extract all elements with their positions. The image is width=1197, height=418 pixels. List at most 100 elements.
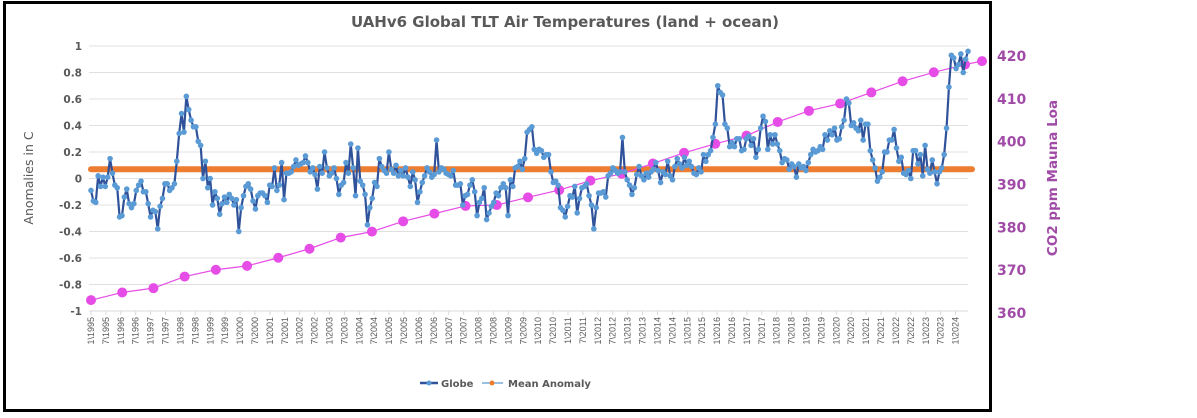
y2-tick-label: 360 xyxy=(997,306,1026,322)
globe-point xyxy=(495,192,502,199)
x-tick-label: 7\2017 xyxy=(757,317,767,345)
x-tick-label: 7\2011 xyxy=(578,317,588,344)
globe-point xyxy=(950,55,957,61)
globe-point xyxy=(152,208,159,215)
y-tick-label: -0.8 xyxy=(59,280,82,292)
globe-point xyxy=(850,120,857,126)
globe-point xyxy=(324,165,330,171)
globe-point xyxy=(688,163,695,170)
globe-point xyxy=(529,124,535,130)
globe-point xyxy=(412,177,418,183)
globe-point xyxy=(407,183,414,190)
series-co2 xyxy=(86,56,987,306)
globe-point xyxy=(405,174,411,180)
legend-item-mean-anomaly[interactable]: Mean Anomaly xyxy=(482,379,591,390)
globe-point xyxy=(560,207,566,214)
globe-point xyxy=(891,126,897,133)
globe-point xyxy=(486,210,492,216)
globe-point xyxy=(772,131,778,138)
globe-point xyxy=(321,149,328,155)
globe-point xyxy=(519,166,526,173)
globe-point xyxy=(340,179,347,186)
globe-point xyxy=(274,187,280,194)
y-tick-label: 0.8 xyxy=(63,68,82,80)
globe-point xyxy=(471,188,478,195)
y-tick-label: 0.4 xyxy=(63,121,82,133)
globe-point xyxy=(879,169,886,175)
x-tick-label: 7\2016 xyxy=(727,317,737,345)
globe-point xyxy=(710,134,716,141)
globe-point xyxy=(238,204,244,211)
globe-point xyxy=(583,181,590,187)
globe-point xyxy=(686,158,692,165)
legend-item-globe[interactable]: Globe xyxy=(420,379,474,390)
globe-point xyxy=(300,159,306,166)
globe-point xyxy=(919,173,926,179)
globe-point xyxy=(922,142,928,149)
globe-point xyxy=(803,167,809,174)
globe-point xyxy=(774,141,781,147)
globe-point xyxy=(693,171,700,178)
globe-point xyxy=(281,196,287,203)
globe-point xyxy=(898,154,905,161)
globe-point xyxy=(502,184,509,191)
globe-point xyxy=(745,133,752,139)
y-tick-label: -0.2 xyxy=(59,200,82,212)
globe-point xyxy=(510,183,516,190)
globe-point xyxy=(714,82,721,89)
globe-point xyxy=(626,182,633,188)
globe-point xyxy=(555,182,561,188)
globe-point xyxy=(359,182,366,188)
globe-point xyxy=(376,155,383,162)
globe-point xyxy=(908,175,914,182)
globe-point xyxy=(312,171,318,178)
globe-point xyxy=(636,163,642,170)
globe-point xyxy=(958,51,964,57)
globe-point xyxy=(345,170,352,176)
globe-point xyxy=(479,195,485,202)
globe-point xyxy=(490,199,497,206)
y-tick-label: -0.6 xyxy=(59,253,82,265)
globe-point xyxy=(474,212,480,219)
globe-point xyxy=(383,170,390,176)
globe-point xyxy=(398,167,404,174)
globe-point xyxy=(221,194,228,200)
globe-point xyxy=(793,174,800,180)
globe-point xyxy=(448,173,454,179)
globe-point xyxy=(331,165,337,171)
x-tick-label: 7\2000 xyxy=(250,317,260,345)
globe-point xyxy=(202,158,209,165)
globe-point xyxy=(629,191,635,198)
x-tick-label: 7\2013 xyxy=(638,317,648,345)
x-tick-label: 1\2024 xyxy=(951,317,961,345)
globe-point xyxy=(564,203,571,210)
globe-point xyxy=(872,165,878,171)
globe-point xyxy=(88,187,94,194)
x-tick-label: 7\2008 xyxy=(488,317,498,345)
globe-point xyxy=(481,184,488,191)
globe-point xyxy=(514,163,521,170)
globe-point xyxy=(664,158,671,165)
globe-point xyxy=(586,192,592,199)
globe-point xyxy=(252,206,259,212)
y-tick-label: 1 xyxy=(75,41,82,53)
globe-point xyxy=(762,118,769,125)
globe-point xyxy=(657,179,664,186)
globe-point xyxy=(905,167,912,174)
globe-point xyxy=(157,203,163,210)
globe-point xyxy=(293,157,299,163)
globe-point xyxy=(159,195,166,202)
x-tick-label: 7\2012 xyxy=(608,317,618,345)
globe-point xyxy=(545,151,552,158)
globe-point xyxy=(188,117,194,123)
globe-point xyxy=(290,163,297,170)
globe-point xyxy=(672,163,678,170)
globe-point xyxy=(888,137,895,143)
globe-point xyxy=(114,184,121,191)
globe-point xyxy=(712,121,719,127)
globe-point xyxy=(765,146,771,153)
globe-point xyxy=(915,161,921,167)
co2-point xyxy=(803,105,814,116)
y-tick-label: 0.6 xyxy=(63,94,82,106)
globe-point xyxy=(548,169,554,175)
